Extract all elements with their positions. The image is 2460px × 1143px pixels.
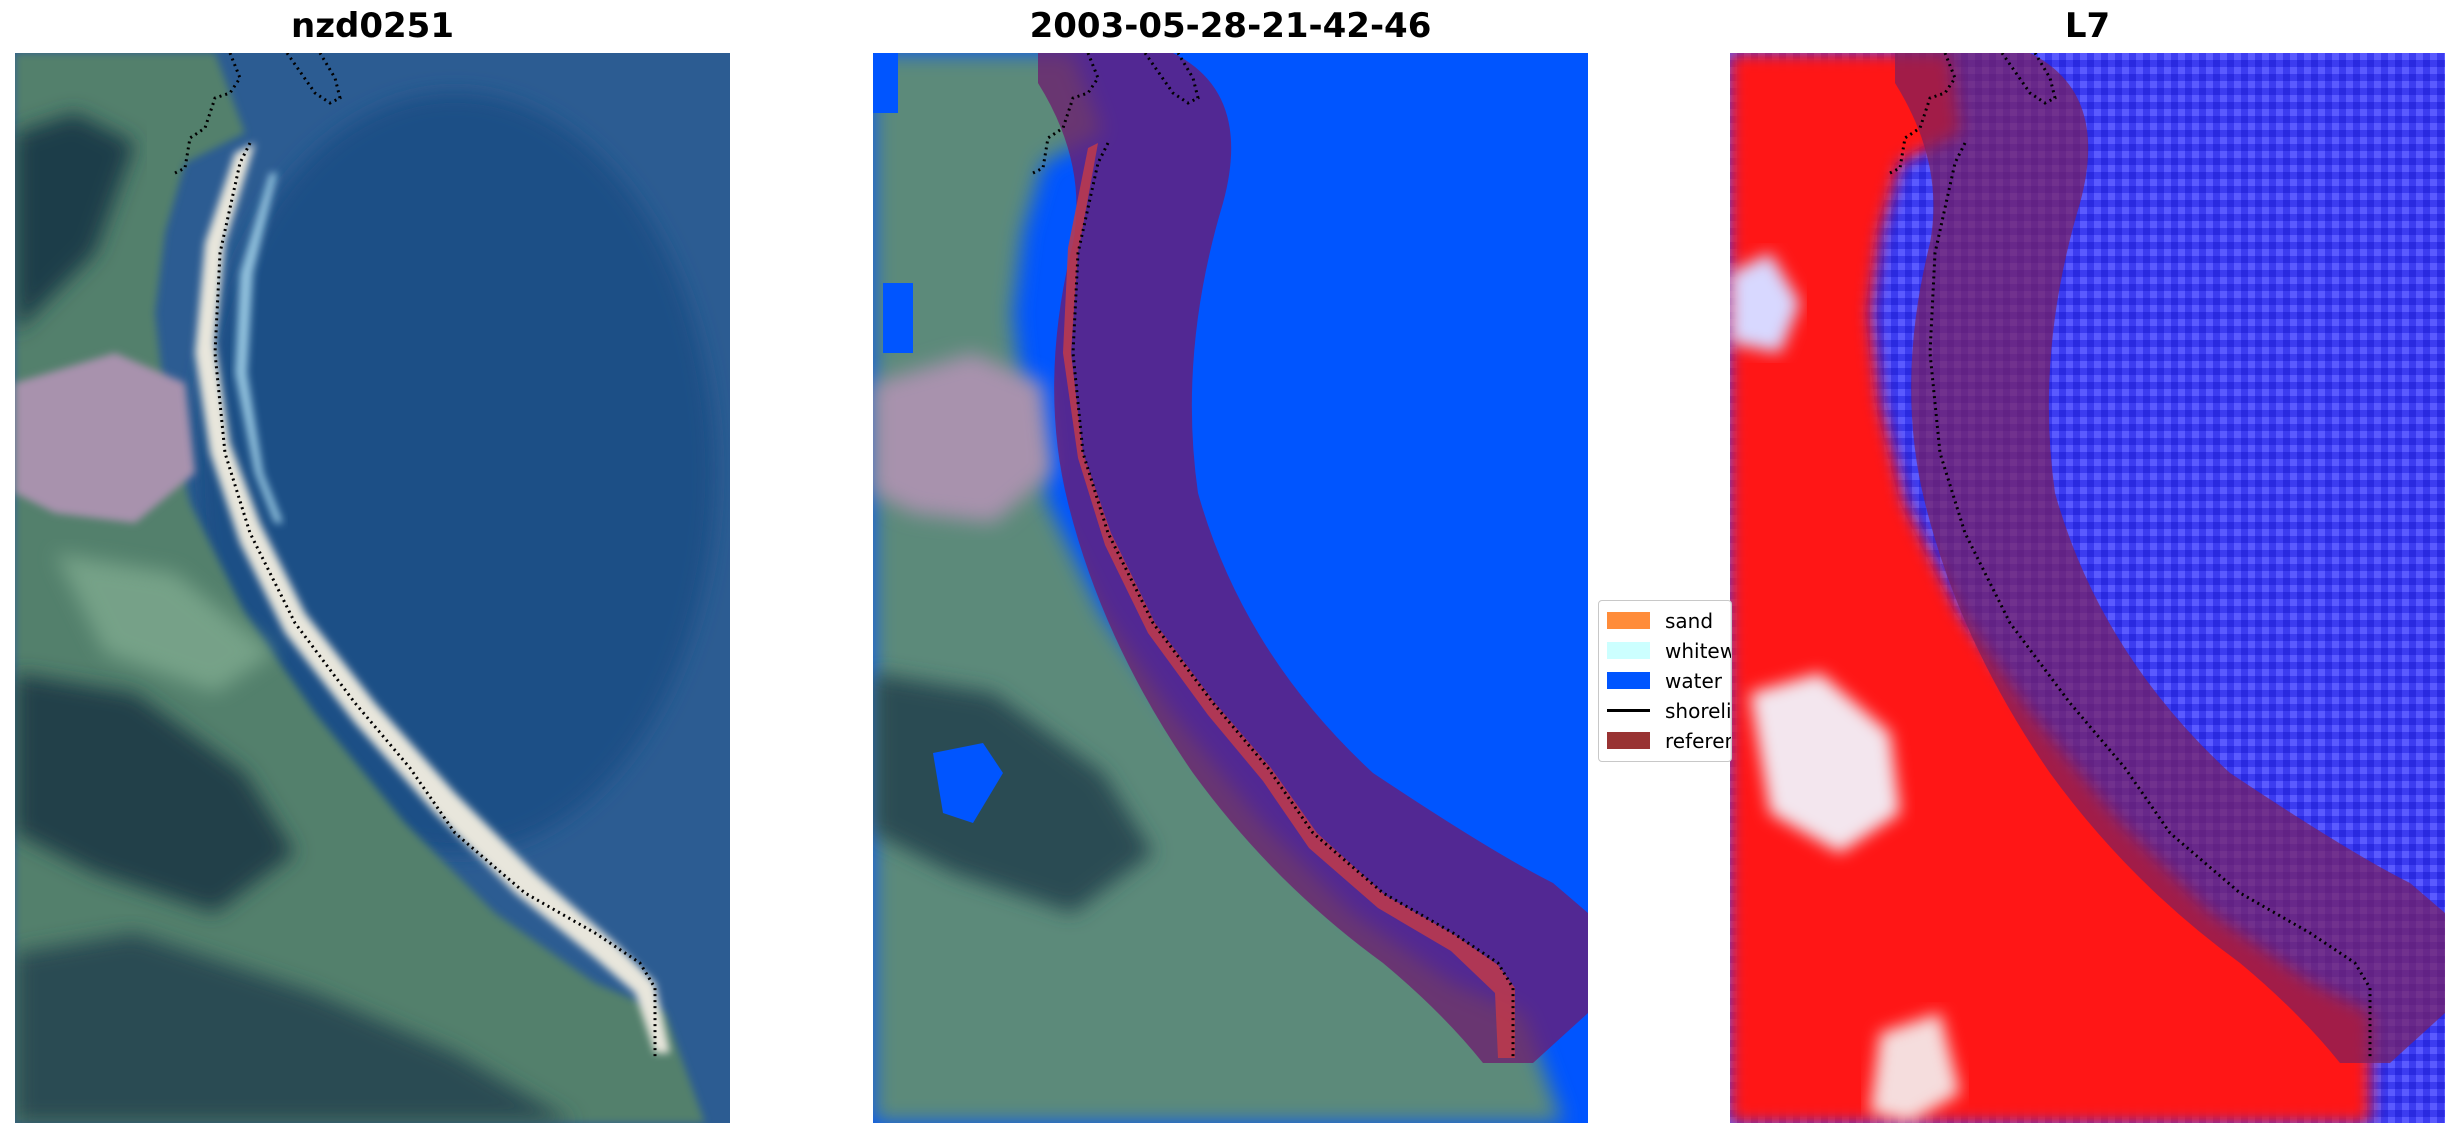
shoreline bbox=[213, 142, 657, 1058]
shoreline bbox=[2000, 53, 2057, 105]
classified-image bbox=[873, 53, 1588, 1123]
legend-label-shoreline: shoreline bbox=[1665, 699, 1732, 723]
shoreline bbox=[1143, 53, 1200, 105]
legend-swatch-reference-buffer bbox=[1607, 732, 1650, 749]
sand-class bbox=[1063, 143, 1515, 1058]
legend-swatch-whitewater bbox=[1607, 642, 1650, 659]
shoreline bbox=[1928, 142, 2372, 1058]
bare-patch bbox=[15, 353, 195, 523]
dark-forest bbox=[15, 113, 135, 333]
panel-classified-image: 2003-05-28-21-42-46 bbox=[873, 0, 1588, 1143]
legend-swatch-water bbox=[1607, 672, 1650, 689]
legend-label-sand: sand bbox=[1665, 609, 1714, 633]
shoreline bbox=[285, 53, 342, 105]
dark-forest bbox=[15, 673, 295, 913]
index-image bbox=[1730, 53, 2445, 1123]
panel-index-image: L7 bbox=[1730, 0, 2445, 1143]
hills bbox=[55, 553, 275, 693]
water-class-patch bbox=[933, 743, 1003, 823]
mixed-patch bbox=[1730, 253, 1800, 353]
panel-title: 2003-05-28-21-42-46 bbox=[1029, 6, 1432, 46]
panel-title: nzd0251 bbox=[291, 6, 454, 46]
panel-rgb-image: nzd0251 bbox=[15, 0, 730, 1143]
shoreline bbox=[1071, 142, 1515, 1058]
legend-label-water: water bbox=[1665, 669, 1722, 693]
water-class-patch bbox=[883, 283, 913, 353]
legend-line-shoreline bbox=[1607, 709, 1650, 712]
rgb-image bbox=[15, 53, 730, 1123]
panel-title: L7 bbox=[2064, 6, 2111, 46]
mixed-patch bbox=[1870, 1013, 1960, 1123]
water-class-patch bbox=[873, 53, 898, 113]
legend-label-reference-buffer: reference shoreline buffer bbox=[1665, 729, 1731, 753]
dark-forest bbox=[15, 933, 575, 1123]
whitewater-fringe bbox=[235, 173, 283, 523]
land-index bbox=[1730, 53, 2370, 1123]
dark-forest bbox=[873, 673, 1153, 913]
reference-buffer bbox=[1038, 53, 1588, 1063]
reference-buffer bbox=[1895, 53, 2445, 1063]
beach bbox=[195, 143, 670, 1053]
legend-swatch-sand bbox=[1607, 612, 1650, 629]
bare-patch bbox=[873, 353, 1053, 523]
mixed-patch bbox=[1750, 673, 1900, 853]
